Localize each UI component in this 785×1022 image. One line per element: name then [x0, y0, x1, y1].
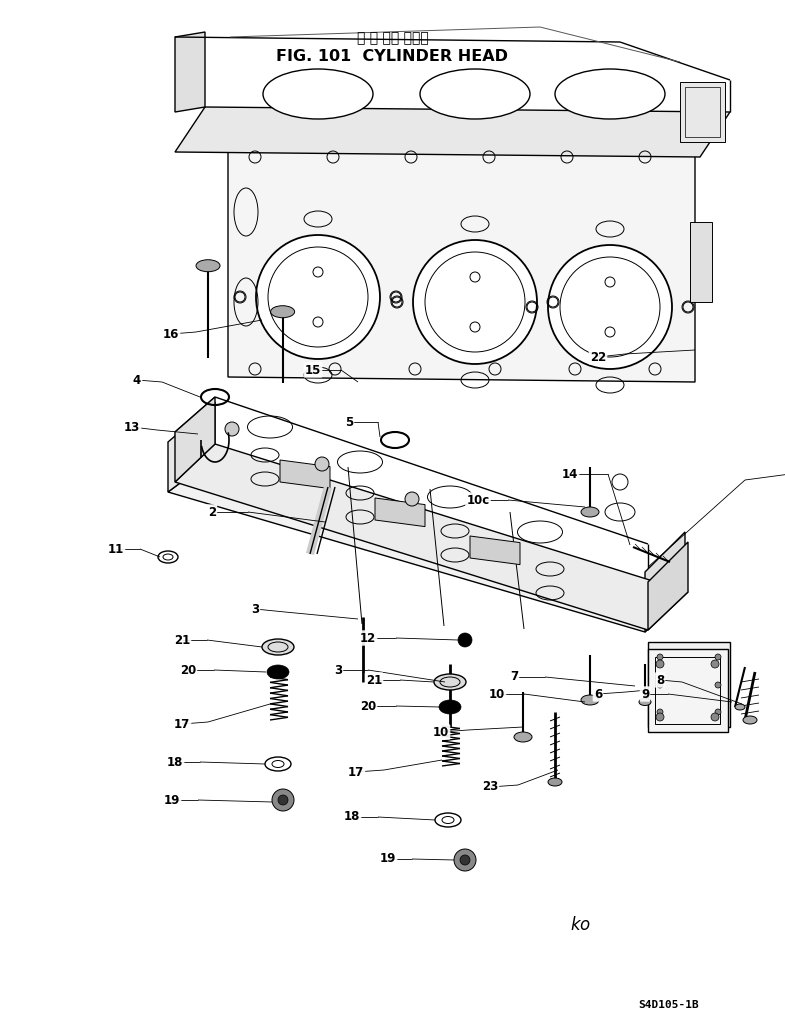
Text: 11: 11: [108, 543, 124, 556]
Text: 10c: 10c: [466, 494, 490, 507]
Bar: [680, 82, 725, 142]
Text: 2: 2: [208, 506, 216, 518]
Ellipse shape: [639, 698, 651, 705]
Text: 9: 9: [641, 688, 649, 700]
Circle shape: [278, 795, 288, 805]
Ellipse shape: [439, 700, 461, 714]
Circle shape: [454, 849, 476, 871]
Text: 7: 7: [510, 670, 518, 684]
Circle shape: [711, 660, 719, 668]
Text: 14: 14: [562, 467, 579, 480]
Text: FIG. 101  CYLINDER HEAD: FIG. 101 CYLINDER HEAD: [276, 49, 509, 63]
Text: 23: 23: [482, 781, 498, 793]
Polygon shape: [375, 498, 425, 526]
Ellipse shape: [420, 69, 530, 119]
Polygon shape: [175, 444, 688, 630]
Ellipse shape: [555, 69, 665, 119]
Polygon shape: [280, 460, 330, 489]
Polygon shape: [175, 397, 215, 482]
Text: 6: 6: [594, 688, 602, 700]
Circle shape: [460, 855, 470, 865]
Text: 16: 16: [162, 327, 179, 340]
Text: S4D105-1B: S4D105-1B: [638, 1000, 699, 1010]
Polygon shape: [228, 147, 695, 382]
Ellipse shape: [267, 665, 289, 679]
Circle shape: [548, 245, 672, 369]
Text: 22: 22: [590, 351, 606, 364]
Text: 15: 15: [305, 364, 321, 376]
Ellipse shape: [735, 704, 745, 710]
Text: 5: 5: [345, 416, 353, 428]
Ellipse shape: [581, 695, 599, 705]
Text: 13: 13: [124, 420, 141, 433]
Ellipse shape: [271, 306, 294, 318]
Text: 19: 19: [380, 852, 396, 866]
Text: 10: 10: [489, 688, 505, 700]
Text: 17: 17: [173, 717, 190, 731]
Ellipse shape: [196, 260, 220, 272]
Polygon shape: [648, 649, 728, 732]
Polygon shape: [645, 532, 685, 632]
Text: 3: 3: [334, 663, 342, 677]
Circle shape: [458, 633, 472, 647]
Circle shape: [656, 713, 664, 721]
Ellipse shape: [743, 716, 757, 724]
Text: 4: 4: [133, 373, 141, 386]
Circle shape: [657, 682, 663, 688]
Text: 3: 3: [251, 603, 259, 615]
Circle shape: [272, 789, 294, 811]
Ellipse shape: [581, 507, 599, 517]
Circle shape: [256, 235, 380, 359]
Text: 20: 20: [180, 663, 196, 677]
Circle shape: [715, 709, 721, 715]
Circle shape: [711, 713, 719, 721]
Ellipse shape: [263, 69, 373, 119]
Circle shape: [657, 654, 663, 660]
Ellipse shape: [548, 778, 562, 786]
Circle shape: [715, 654, 721, 660]
Text: 20: 20: [360, 699, 376, 712]
Ellipse shape: [514, 732, 532, 742]
Circle shape: [405, 492, 419, 506]
Text: 21: 21: [366, 673, 382, 687]
Text: $\mathbf{\mathit{ko}}$: $\mathbf{\mathit{ko}}$: [571, 916, 591, 934]
Polygon shape: [648, 642, 730, 727]
Circle shape: [413, 240, 537, 364]
Text: 21: 21: [173, 634, 190, 647]
Circle shape: [225, 422, 239, 436]
Text: 8: 8: [656, 673, 664, 687]
Circle shape: [715, 682, 721, 688]
Polygon shape: [175, 107, 730, 157]
Ellipse shape: [434, 673, 466, 690]
Circle shape: [315, 457, 329, 471]
Polygon shape: [648, 542, 688, 630]
Polygon shape: [470, 536, 520, 564]
Text: 18: 18: [344, 810, 360, 824]
Circle shape: [657, 709, 663, 715]
Text: 17: 17: [348, 765, 364, 779]
Text: 19: 19: [164, 793, 181, 806]
Ellipse shape: [262, 639, 294, 655]
Bar: [685, 87, 720, 137]
Polygon shape: [168, 457, 685, 632]
Polygon shape: [168, 402, 215, 492]
Text: 18: 18: [166, 755, 183, 769]
Polygon shape: [175, 32, 205, 112]
Circle shape: [656, 660, 664, 668]
Bar: [690, 222, 712, 301]
Text: 10: 10: [433, 726, 449, 739]
Text: 12: 12: [360, 632, 376, 645]
Text: シ リ ンダ ヘッド: シ リ ンダ ヘッド: [356, 31, 429, 45]
